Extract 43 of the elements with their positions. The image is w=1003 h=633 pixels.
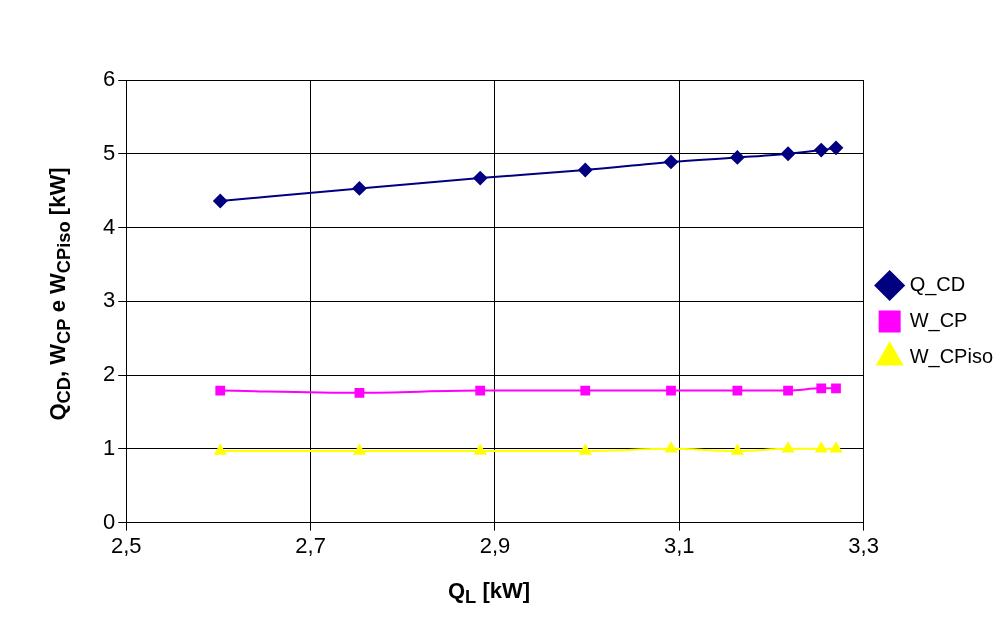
point — [732, 385, 743, 396]
point — [814, 143, 829, 158]
point — [783, 385, 793, 396]
point — [213, 193, 228, 208]
point — [816, 383, 827, 394]
x-tick-label: 2,5 — [110, 532, 142, 558]
point — [353, 444, 366, 455]
point — [578, 163, 593, 177]
x-tick-label: 2,9 — [479, 532, 511, 558]
point — [829, 140, 843, 155]
x-tick-label: 3,1 — [664, 532, 695, 558]
x-axis-title: Q$_{L}$ [kW] — [446, 578, 532, 609]
point — [781, 146, 796, 161]
x-tick-label: 2,7 — [295, 532, 326, 558]
point — [815, 442, 828, 453]
legend-label: W_CP — [909, 309, 968, 333]
y-tick-label: 2 — [102, 361, 116, 387]
point — [579, 444, 592, 455]
point — [665, 442, 677, 453]
point — [352, 181, 367, 196]
legend-label: Q_CD — [909, 273, 966, 297]
point — [731, 444, 744, 455]
point — [666, 385, 676, 396]
y-tick-label: 3 — [102, 287, 116, 313]
point — [730, 150, 745, 165]
point — [475, 385, 486, 396]
point — [473, 171, 488, 186]
point — [831, 383, 841, 394]
point — [474, 444, 486, 455]
legend-label: W_CPiso — [909, 345, 994, 369]
y-tick-label: 4 — [102, 213, 116, 239]
point — [354, 387, 365, 398]
y-tick-label: 0 — [102, 508, 116, 534]
point — [664, 154, 678, 169]
y-tick-label: 1 — [102, 434, 116, 460]
y-tick-label: 5 — [102, 139, 116, 165]
point — [782, 442, 794, 453]
point — [215, 385, 226, 396]
point — [830, 442, 842, 453]
x-tick-label: 3,3 — [848, 532, 879, 558]
point — [214, 444, 227, 455]
point — [580, 385, 591, 396]
y-tick-label: 6 — [102, 66, 116, 92]
